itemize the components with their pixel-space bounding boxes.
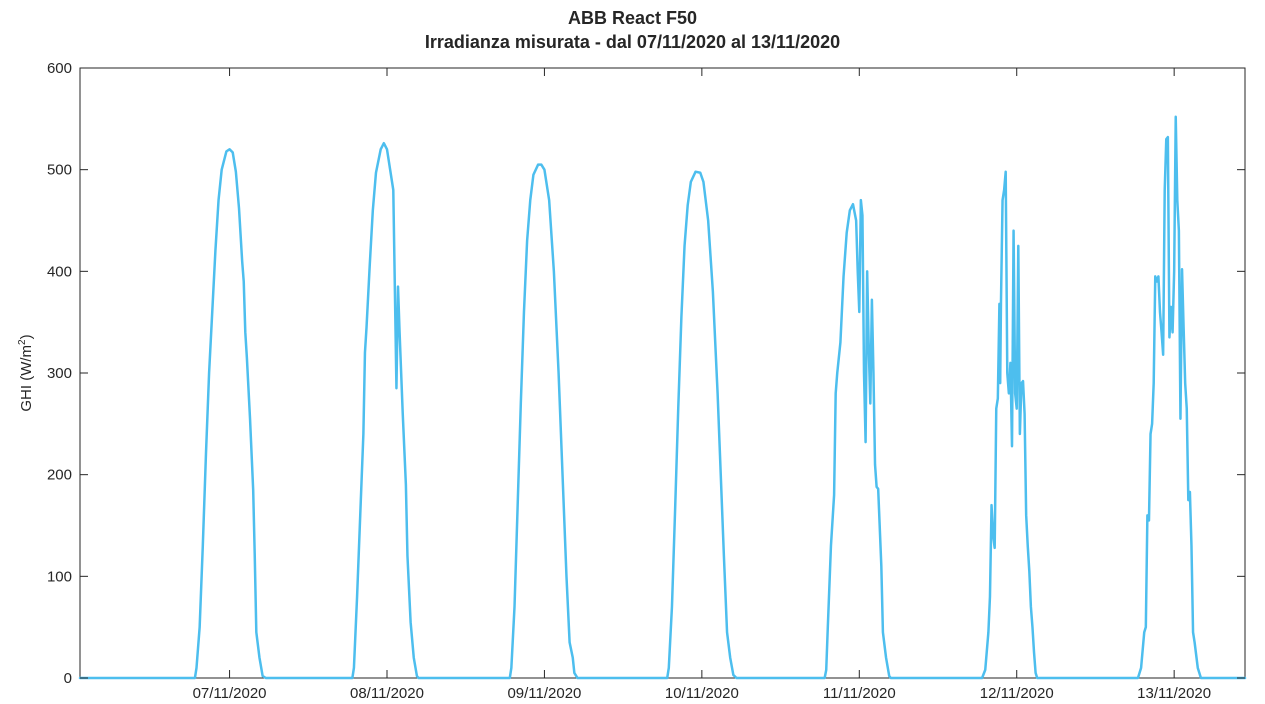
y-tick-label: 200 (47, 467, 72, 484)
x-tick-label: 08/11/2020 (350, 685, 424, 702)
y-axis-label-base: GHI (W/m (18, 345, 35, 412)
y-axis-label-close: ) (18, 334, 35, 339)
x-axis-ticks: 07/11/2020 08/11/2020 09/11/2020 10/11/2020… (193, 68, 1211, 702)
x-tick-label: 13/11/2020 (1137, 685, 1211, 702)
chart-title: ABB React F50 Irradianza misurata - dal … (0, 6, 1265, 54)
series-line (78, 115, 1247, 680)
y-tick-label: 400 (47, 263, 72, 280)
x-tick-label: 12/11/2020 (980, 685, 1054, 702)
y-tick-label: 500 (47, 162, 72, 179)
x-tick-label: 10/11/2020 (665, 685, 739, 702)
y-tick-label: 100 (47, 568, 72, 585)
x-tick-label: 11/11/2020 (823, 685, 896, 702)
x-tick-label: 09/11/2020 (507, 685, 581, 702)
plot-area (78, 67, 1247, 680)
y-axis-label: GHI (W/m2) (17, 334, 35, 411)
chart-title-line-1: ABB React F50 (567, 8, 698, 28)
y-tick-label: 0 (64, 670, 72, 687)
y-tick-label: 300 (47, 365, 72, 382)
x-tick-label: 07/11/2020 (193, 685, 267, 702)
y-tick-label: 600 (47, 60, 72, 77)
y-axis-label-superscript: 2 (17, 339, 28, 345)
y-axis-ticks: 0 100 200 300 400 500 600 (47, 60, 1245, 687)
chart-title-line-2: Irradianza misurata - dal 07/11/2020 al … (424, 32, 841, 52)
